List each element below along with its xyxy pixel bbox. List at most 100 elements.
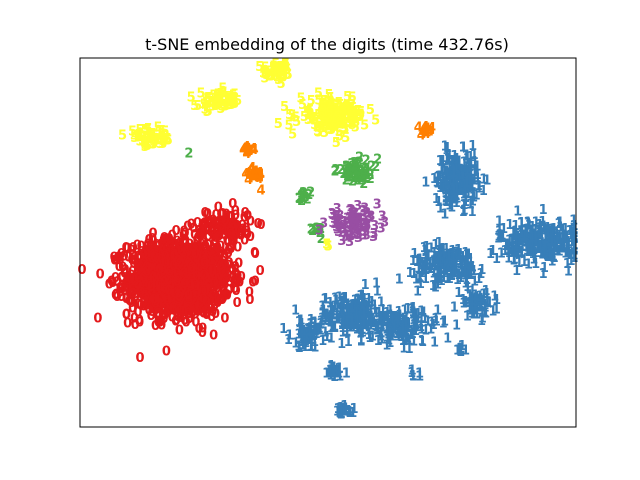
digit-point-1: 1	[449, 164, 458, 179]
digit-point-0: 0	[183, 243, 192, 258]
digit-point-0: 0	[150, 243, 159, 258]
digit-point-0: 0	[128, 280, 137, 295]
digit-point-0: 0	[150, 293, 159, 308]
digit-point-0: 0	[176, 291, 185, 306]
digit-point-0: 0	[158, 264, 167, 279]
digit-point-0: 0	[207, 256, 216, 271]
digit-point-1: 1	[538, 248, 547, 263]
digit-point-0: 0	[163, 235, 172, 250]
digit-point-0: 0	[187, 267, 196, 282]
digit-point-1: 1	[539, 220, 548, 235]
digit-point-0: 0	[163, 251, 172, 266]
digit-point-0: 0	[177, 253, 186, 268]
digit-point-0: 0	[229, 221, 238, 236]
digit-point-0: 0	[167, 277, 176, 292]
digit-point-0: 0	[182, 277, 191, 292]
digit-point-0: 0	[196, 267, 205, 282]
digit-point-1: 1	[473, 171, 482, 186]
digit-point-1: 1	[409, 301, 418, 316]
digit-point-0: 0	[190, 283, 199, 298]
digit-point-1: 1	[470, 155, 479, 170]
digit-point-1: 1	[453, 156, 462, 171]
digit-point-0: 0	[186, 272, 195, 287]
digit-point-0: 0	[240, 211, 249, 226]
digit-point-0: 0	[213, 295, 222, 310]
digit-point-0: 0	[194, 261, 203, 276]
digit-point-0: 0	[168, 271, 177, 286]
digit-point-2: 2	[299, 191, 308, 206]
digit-point-0: 0	[175, 266, 184, 281]
digit-point-1: 1	[321, 292, 330, 307]
digit-point-1: 1	[433, 255, 442, 270]
digit-point-0: 0	[245, 293, 254, 308]
digit-point-0: 0	[176, 304, 185, 319]
digit-point-0: 0	[173, 275, 182, 290]
digit-point-0: 0	[174, 270, 183, 285]
digit-point-0: 0	[143, 263, 152, 278]
digit-point-0: 0	[198, 272, 207, 287]
digit-point-1: 1	[526, 234, 535, 249]
digit-point-0: 0	[179, 264, 188, 279]
digit-point-0: 0	[167, 253, 176, 268]
digit-point-0: 0	[169, 268, 178, 283]
digit-point-0: 0	[117, 290, 126, 305]
digit-point-0: 0	[179, 263, 188, 278]
digit-point-0: 0	[208, 248, 217, 263]
digit-point-0: 0	[162, 283, 171, 298]
digit-point-0: 0	[185, 272, 194, 287]
digit-point-1: 1	[435, 247, 444, 262]
digit-point-0: 0	[169, 259, 178, 274]
digit-point-0: 0	[211, 272, 220, 287]
digit-point-1: 1	[444, 167, 453, 182]
digit-point-1: 1	[560, 232, 569, 247]
digit-point-0: 0	[121, 281, 130, 296]
digit-point-0: 0	[157, 264, 166, 279]
digit-point-0: 0	[160, 276, 169, 291]
digit-point-0: 0	[208, 305, 217, 320]
digit-point-2: 2	[367, 160, 376, 175]
digit-point-0: 0	[107, 275, 116, 290]
digit-point-1: 1	[547, 234, 556, 249]
digit-point-0: 0	[152, 253, 161, 268]
digit-point-0: 0	[167, 268, 176, 283]
digit-point-0: 0	[156, 271, 165, 286]
digit-point-0: 0	[220, 312, 229, 327]
digit-point-0: 0	[220, 228, 229, 243]
digit-point-0: 0	[176, 294, 185, 309]
digit-point-1: 1	[452, 169, 461, 184]
digit-point-1: 1	[556, 239, 565, 254]
digit-point-0: 0	[243, 209, 252, 224]
digit-point-0: 0	[169, 301, 178, 316]
digit-point-0: 0	[209, 294, 218, 309]
digit-point-0: 0	[188, 254, 197, 269]
digit-point-0: 0	[127, 296, 136, 311]
digit-point-0: 0	[240, 234, 249, 249]
digit-point-0: 0	[207, 225, 216, 240]
digit-point-1: 1	[439, 258, 448, 273]
digit-point-0: 0	[123, 274, 132, 289]
digit-point-1: 1	[434, 250, 443, 265]
digit-point-1: 1	[421, 176, 430, 191]
digit-point-0: 0	[173, 259, 182, 274]
digit-point-0: 0	[175, 242, 184, 257]
digit-point-0: 0	[196, 253, 205, 268]
digit-point-1: 1	[442, 151, 451, 166]
digit-point-1: 1	[461, 168, 470, 183]
digit-point-0: 0	[182, 263, 191, 278]
digit-point-0: 0	[179, 285, 188, 300]
digit-point-0: 0	[178, 249, 187, 264]
digit-point-0: 0	[178, 281, 187, 296]
digit-point-0: 0	[149, 279, 158, 294]
digit-point-0: 0	[142, 262, 151, 277]
digit-point-1: 1	[452, 189, 461, 204]
digit-point-1: 1	[563, 247, 572, 262]
digit-point-1: 1	[569, 231, 578, 246]
digit-point-0: 0	[220, 215, 229, 230]
digit-point-0: 0	[245, 286, 254, 301]
digit-point-0: 0	[134, 277, 143, 292]
digit-point-0: 0	[138, 265, 147, 280]
digit-point-0: 0	[231, 260, 240, 275]
digit-point-0: 0	[190, 246, 199, 261]
digit-point-0: 0	[212, 231, 221, 246]
digit-point-1: 1	[439, 175, 448, 190]
